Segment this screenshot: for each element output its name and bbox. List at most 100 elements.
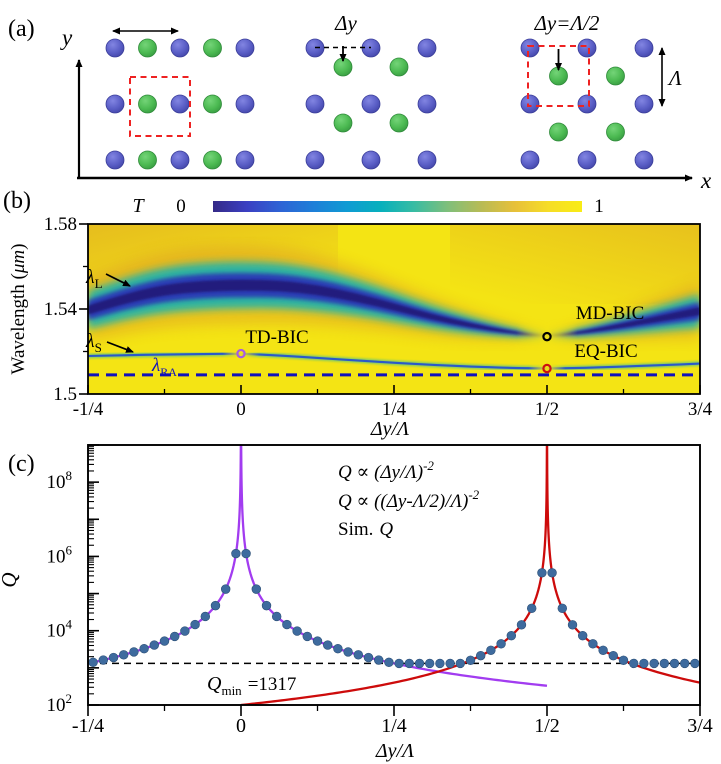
lattice-dot-green bbox=[549, 122, 568, 142]
legend-sim-q: Sim. Q bbox=[338, 519, 393, 540]
lattice-dot-blue bbox=[170, 94, 190, 114]
transmission-heatmap bbox=[87, 223, 701, 395]
sim-q-point bbox=[353, 650, 364, 660]
sim-q-point bbox=[200, 611, 211, 622]
sim-q-point bbox=[129, 647, 139, 657]
lattice-dot-green bbox=[606, 66, 625, 86]
lattice-dot-green bbox=[203, 38, 222, 58]
lattice-dot-blue bbox=[520, 150, 540, 170]
tick-label: 3/4 bbox=[687, 715, 713, 737]
sim-q-point bbox=[302, 631, 312, 642]
tick-label: 1.58 bbox=[44, 214, 77, 235]
sim-q-point bbox=[261, 600, 272, 611]
sim-q-point bbox=[465, 655, 476, 665]
sim-q-point bbox=[639, 658, 649, 669]
tick-label: 3/4 bbox=[688, 399, 713, 420]
y-tick-label: 104 bbox=[47, 617, 73, 642]
sim-q-point bbox=[251, 584, 261, 594]
lattice-dot-green bbox=[333, 113, 353, 133]
lattice-dots bbox=[105, 38, 654, 170]
sim-q-point bbox=[455, 658, 465, 669]
lambda-S-annotation: λS bbox=[85, 330, 134, 355]
sim-q-point bbox=[159, 636, 170, 646]
lattice-dot-green bbox=[389, 57, 409, 77]
y-tick-label: 108 bbox=[47, 468, 73, 493]
sim-q-point bbox=[557, 603, 567, 614]
sim-q-point bbox=[374, 655, 384, 665]
lattice-dot-blue bbox=[105, 38, 125, 58]
tick-label: 1.54 bbox=[44, 299, 78, 320]
sim-q-point bbox=[180, 626, 190, 636]
panel-c-ticks: -1/4 0 1/4 1/2 3/4 108 106 104 102 bbox=[47, 444, 713, 737]
lattice-dot-blue bbox=[235, 38, 255, 58]
td-bic-label: TD-BIC bbox=[245, 327, 308, 348]
lambda-S-arrow-icon bbox=[106, 341, 134, 353]
panel-c-x-axis-label: Δy/Λ bbox=[375, 740, 414, 762]
sim-q-point bbox=[384, 657, 394, 668]
sim-q-point bbox=[598, 645, 608, 655]
sim-q-point bbox=[394, 658, 404, 669]
tick-label: 1/4 bbox=[382, 399, 407, 420]
lattice-dot-blue bbox=[577, 94, 597, 114]
sim-q-point bbox=[108, 652, 119, 663]
lambda-L-annotation: λL bbox=[85, 266, 131, 291]
sim-q-point bbox=[190, 619, 200, 630]
colorbar bbox=[213, 201, 582, 212]
sim-q-point bbox=[486, 645, 496, 655]
unit-cell-box-left bbox=[129, 76, 191, 137]
sim-q-point bbox=[139, 643, 149, 654]
sim-q-point bbox=[629, 658, 639, 669]
lattice-dot-blue bbox=[170, 150, 190, 170]
sim-q-point bbox=[98, 655, 109, 665]
lattice-dot-blue bbox=[577, 150, 597, 170]
tick-label: 1.5 bbox=[53, 384, 77, 405]
lattice-dot-green bbox=[138, 94, 157, 114]
td-bic-marker bbox=[236, 348, 246, 359]
lattice-dot-blue bbox=[634, 94, 654, 114]
sim-q-point bbox=[506, 630, 517, 641]
lattice-dot-green bbox=[138, 150, 157, 170]
sim-q-point bbox=[323, 640, 333, 650]
sim-q-point bbox=[567, 620, 578, 630]
lattice-dot-green bbox=[389, 113, 409, 133]
sim-q-point bbox=[649, 658, 659, 669]
q-axis-label: Q bbox=[0, 572, 21, 587]
lattice-dot-blue bbox=[305, 94, 325, 114]
tick-label: -1/4 bbox=[72, 715, 104, 737]
md-bic-label: MD-BIC bbox=[576, 303, 645, 324]
lattice-dot-blue bbox=[361, 150, 381, 170]
lattice-dot-blue bbox=[235, 150, 255, 170]
sim-q-point bbox=[271, 611, 282, 622]
lambda-L-arrow-icon bbox=[105, 273, 131, 287]
sim-q-point bbox=[547, 568, 557, 578]
y-tick-label: 106 bbox=[47, 542, 73, 567]
sim-q-point bbox=[445, 658, 455, 669]
sim-q-point bbox=[690, 658, 700, 669]
sim-q-point bbox=[577, 630, 588, 641]
lattice-dot-blue bbox=[520, 94, 540, 114]
lattice-dot-blue bbox=[417, 94, 437, 114]
period-label: Λ bbox=[667, 66, 682, 90]
sim-q-point bbox=[312, 636, 323, 646]
lattice-dot-blue bbox=[305, 150, 325, 170]
wavelength-axis-label: Wavelength (μm) bbox=[8, 244, 29, 375]
sim-q-point bbox=[608, 650, 618, 661]
lattice-dot-green bbox=[203, 150, 222, 170]
panel-b-ticks: -1/4 0 1/4 1/2 3/4 1.58 1.54 1.5 bbox=[44, 214, 713, 420]
sim-q-point bbox=[241, 548, 251, 559]
sim-q-point bbox=[516, 620, 527, 630]
legend: Q ∝ (Δy/Λ)-2 Q ∝ ((Δy-Λ/2)/Λ)-2 Sim. Q bbox=[338, 458, 480, 540]
x-axis-label: x bbox=[700, 168, 712, 193]
lattice-dot-blue bbox=[105, 94, 125, 114]
sim-q-point bbox=[210, 600, 221, 611]
sim-q-point bbox=[333, 643, 343, 654]
panel-c: (c) Q Q ∝ (Δy/Λ)-2 Q ∝ ((Δy-Λ/2)/Λ)-2 Si… bbox=[0, 444, 713, 762]
lattice-dot-blue bbox=[417, 150, 437, 170]
sim-q-point bbox=[149, 640, 159, 650]
y-axis-label: y bbox=[60, 25, 73, 50]
y-tick-label: 102 bbox=[47, 691, 73, 716]
tick-label: -1/4 bbox=[73, 399, 104, 420]
sim-q-point bbox=[669, 658, 680, 669]
panel-a: (a) y x Δy Δy=Λ/2 Λ bbox=[8, 11, 712, 193]
